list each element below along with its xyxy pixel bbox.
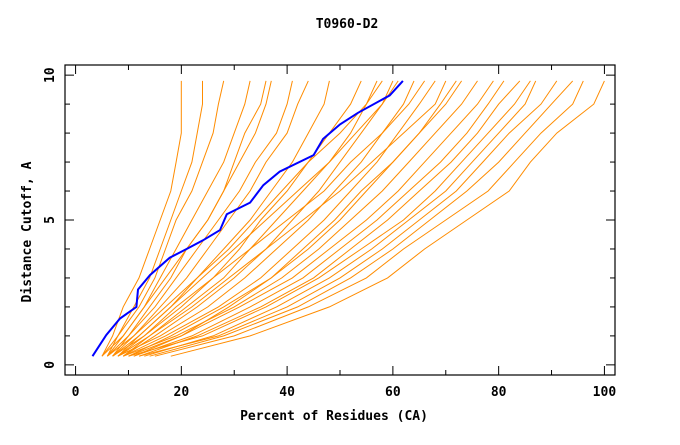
series-line-18 <box>138 80 521 357</box>
series-line-20 <box>144 80 537 357</box>
series-line-28 <box>122 80 447 357</box>
series-line-2 <box>106 80 203 357</box>
x-tick-label: 100 <box>593 385 617 400</box>
series-line-9 <box>112 80 362 357</box>
series-line-17 <box>133 80 505 357</box>
series-line-11 <box>122 80 399 357</box>
series-line-26 <box>106 80 383 357</box>
series-line-25 <box>112 80 394 357</box>
series-line-12 <box>117 80 415 357</box>
series-line-13 <box>122 80 436 357</box>
highlight-series-line <box>91 80 404 357</box>
series-line-10 <box>117 80 378 357</box>
series-line-7 <box>112 80 309 357</box>
x-tick-label: 40 <box>279 385 295 400</box>
series-line-27 <box>117 80 426 357</box>
series-line-1 <box>101 80 182 357</box>
series-line-16 <box>128 80 494 357</box>
x-tick-label: 60 <box>385 385 401 400</box>
x-axis-label: Percent of Residues (CA) <box>240 409 428 424</box>
series-line-6 <box>106 80 293 357</box>
series-line-24 <box>170 80 605 357</box>
series-line-19 <box>128 80 531 357</box>
y-tick-label: 0 <box>43 361 58 369</box>
chart-title: T0960-D2 <box>316 17 379 32</box>
series-line-4 <box>106 80 251 357</box>
series-line-23 <box>154 80 584 357</box>
y-tick-label: 10 <box>43 67 58 83</box>
axis-layer: 0 20 40 60 80 100 0 5 10 <box>43 65 616 400</box>
x-tick-label: 80 <box>491 385 507 400</box>
series-line-29 <box>133 80 463 357</box>
series-line-3 <box>101 80 225 357</box>
y-axis-label: Distance Cutoff, A <box>20 161 35 302</box>
x-tick-label: 20 <box>174 385 190 400</box>
series-line-21 <box>138 80 558 357</box>
series-line-22 <box>149 80 574 357</box>
series-line-15 <box>123 80 478 357</box>
series-line-30 <box>101 80 267 357</box>
y-tick-label: 5 <box>43 216 58 224</box>
series-line-14 <box>128 80 457 357</box>
x-tick-label: 0 <box>72 385 80 400</box>
series-layer <box>91 80 605 357</box>
